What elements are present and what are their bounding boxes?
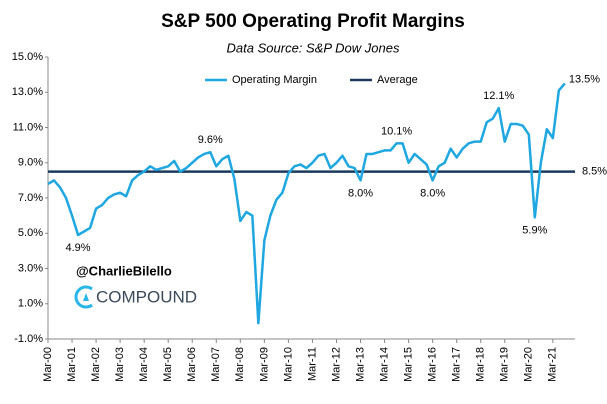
brand-logo: [74, 285, 93, 309]
x-tick-label: Mar-08: [234, 347, 246, 382]
x-tick-label: Mar-15: [403, 347, 415, 382]
x-tick-label: Mar-10: [282, 347, 294, 382]
x-tick-label: Mar-12: [330, 347, 342, 382]
x-tick-label: Mar-13: [354, 347, 366, 382]
data-label: 5.9%: [522, 224, 547, 236]
line-series: [47, 82, 566, 325]
data-label: 12.1%: [483, 90, 514, 102]
x-tick-label: Mar-19: [499, 347, 511, 382]
y-tick-label: 11.0%: [13, 121, 44, 133]
data-label: 4.9%: [66, 242, 91, 254]
y-tick-label: 5.0%: [18, 227, 43, 239]
chart-subtitle: Data Source: S&P Dow Jones: [227, 40, 400, 55]
data-label: 10.1%: [381, 125, 412, 137]
x-tick-label: Mar-18: [475, 347, 487, 382]
x-tick-label: Mar-01: [66, 347, 78, 382]
y-tick-label: 15.0%: [12, 51, 43, 63]
x-tick-label: Mar-04: [138, 347, 150, 382]
x-tick-label: Mar-07: [210, 347, 222, 382]
data-label: 9.6%: [198, 134, 223, 146]
x-tick-label: Mar-21: [547, 347, 559, 382]
x-tick-label: Mar-06: [186, 347, 198, 382]
x-tick-label: Mar-20: [523, 347, 535, 382]
x-tick-label: Mar-05: [162, 347, 174, 382]
y-tick-label: -1.0%: [14, 333, 43, 345]
legend-label: Average: [377, 74, 418, 86]
y-tick-label: 13.0%: [12, 86, 43, 98]
x-tick-label: Mar-17: [451, 347, 463, 382]
data-label: 13.5%: [569, 73, 600, 85]
x-tick-label: Mar-02: [90, 347, 102, 382]
data-label: 8.0%: [348, 187, 373, 199]
legend-label: Operating Margin: [232, 74, 317, 86]
x-tick-label: Mar-00: [42, 347, 54, 382]
chart-title: S&P 500 Operating Profit Margins: [161, 11, 465, 32]
x-tick-label: Mar-09: [258, 347, 270, 382]
y-tick-label: 9.0%: [18, 157, 43, 169]
watermark: @CharlieBilello: [76, 263, 172, 278]
data-label: 8.0%: [420, 187, 445, 199]
x-tick-label: Mar-14: [378, 347, 390, 382]
average-label: 8.5%: [582, 165, 607, 177]
x-tick-label: Mar-16: [427, 347, 439, 382]
brand: COMPOUND: [96, 287, 197, 306]
y-tick-label: 3.0%: [18, 262, 43, 274]
y-tick-label: 1.0%: [18, 298, 43, 310]
y-tick-label: 7.0%: [18, 192, 43, 204]
x-tick-label: Mar-03: [114, 347, 126, 382]
x-tick-label: Mar-11: [306, 347, 318, 381]
